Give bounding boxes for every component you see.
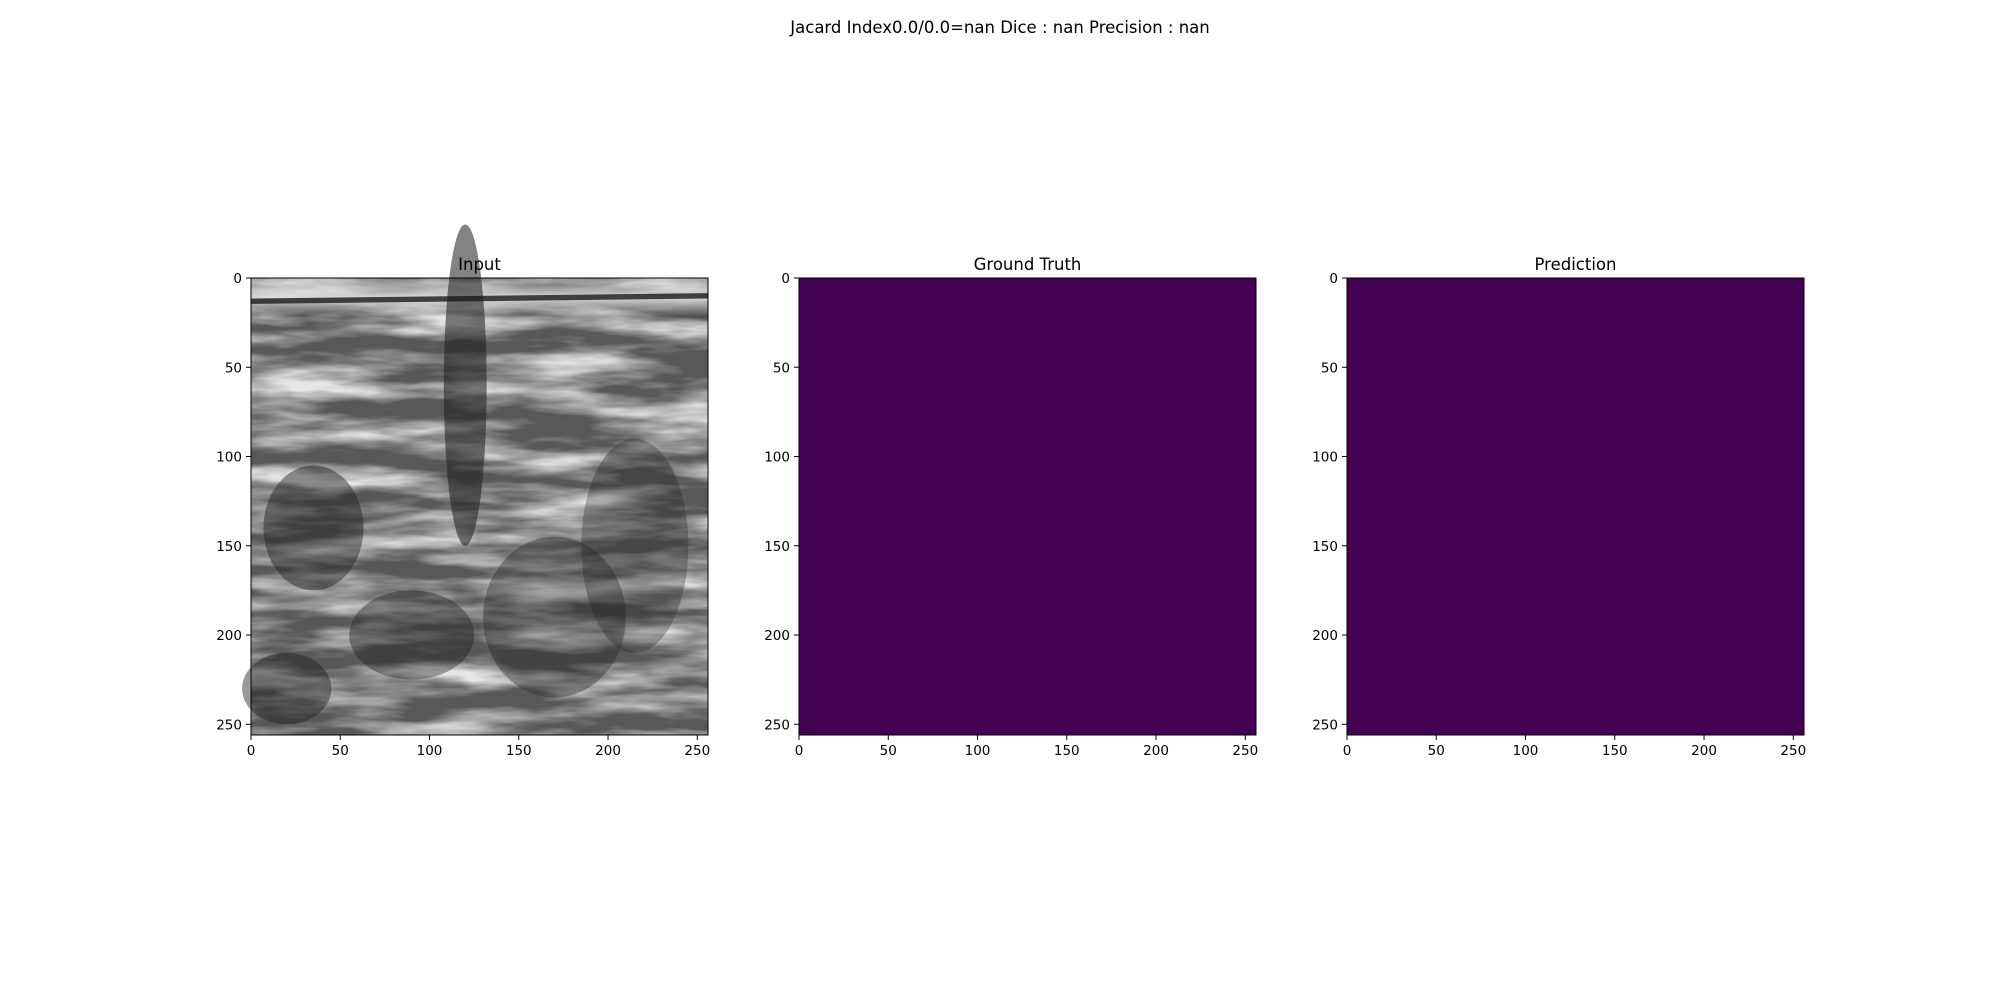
x-tick-label: 150 (506, 743, 532, 759)
axes-frame (1346, 277, 1805, 736)
y-tick-label: 100 (216, 450, 242, 466)
y-tick-label: 250 (764, 717, 790, 733)
image-shadow-region (242, 652, 332, 725)
y-tick-label: 0 (1329, 271, 1338, 287)
y-tick-label: 200 (1312, 628, 1338, 644)
y-tick-label: 100 (1312, 450, 1338, 466)
y-tick-label: 200 (764, 628, 790, 644)
axes-frame (798, 277, 1257, 736)
y-tick-label: 100 (764, 450, 790, 466)
x-tick-label: 50 (880, 743, 897, 759)
panel-ground-truth: Ground Truth 0 50 100 150 200 250 0 50 100 150 200 2… (764, 255, 1258, 759)
y-tick-label: 0 (233, 271, 242, 287)
x-tick-label: 150 (1054, 743, 1080, 759)
image-shadow-region (263, 465, 364, 591)
panel-input: Input 0 50 100 150 200 250 0 50 100 150 200 250 (216, 224, 710, 759)
image-dark-line (250, 293, 709, 304)
axes-title: Input (458, 255, 501, 274)
x-tick-label: 250 (684, 743, 710, 759)
panel-prediction: Prediction 0 50 100 150 200 250 0 50 100 150 200 250 (1312, 255, 1806, 759)
y-tick-label: 150 (1312, 539, 1338, 555)
x-tick-label: 100 (417, 743, 443, 759)
image-shadow-region (349, 590, 475, 680)
y-tick-label: 0 (781, 271, 790, 287)
mask-image (799, 278, 1256, 735)
y-tick-label: 50 (1321, 360, 1338, 376)
x-tick-label: 50 (1428, 743, 1445, 759)
x-tick-label: 200 (1691, 743, 1717, 759)
x-tick-label: 100 (1513, 743, 1539, 759)
y-tick-label: 250 (1312, 717, 1338, 733)
y-tick-label: 200 (216, 628, 242, 644)
image-shadow-region (581, 438, 689, 653)
axes-title: Ground Truth (974, 255, 1082, 274)
x-tick-label: 0 (795, 743, 804, 759)
x-tick-label: 0 (1343, 743, 1352, 759)
mask-image (1347, 278, 1804, 735)
x-tick-label: 150 (1602, 743, 1628, 759)
x-tick-label: 200 (1143, 743, 1169, 759)
figure-suptitle: Jacard Index0.0/0.0=nan Dice : nan Preci… (789, 18, 1209, 37)
y-tick-label: 50 (773, 360, 790, 376)
x-tick-label: 200 (595, 743, 621, 759)
y-tick-label: 150 (764, 539, 790, 555)
x-tick-label: 250 (1780, 743, 1806, 759)
axes-frame (250, 277, 709, 736)
x-tick-label: 50 (332, 743, 349, 759)
image-shadow-region (483, 536, 626, 698)
x-tick-label: 0 (247, 743, 256, 759)
x-tick-label: 250 (1232, 743, 1258, 759)
axes-title: Prediction (1535, 255, 1617, 274)
image-shadow-region (443, 224, 487, 546)
x-tick-label: 100 (965, 743, 991, 759)
y-tick-label: 50 (225, 360, 242, 376)
y-tick-label: 150 (216, 539, 242, 555)
y-tick-label: 250 (216, 717, 242, 733)
